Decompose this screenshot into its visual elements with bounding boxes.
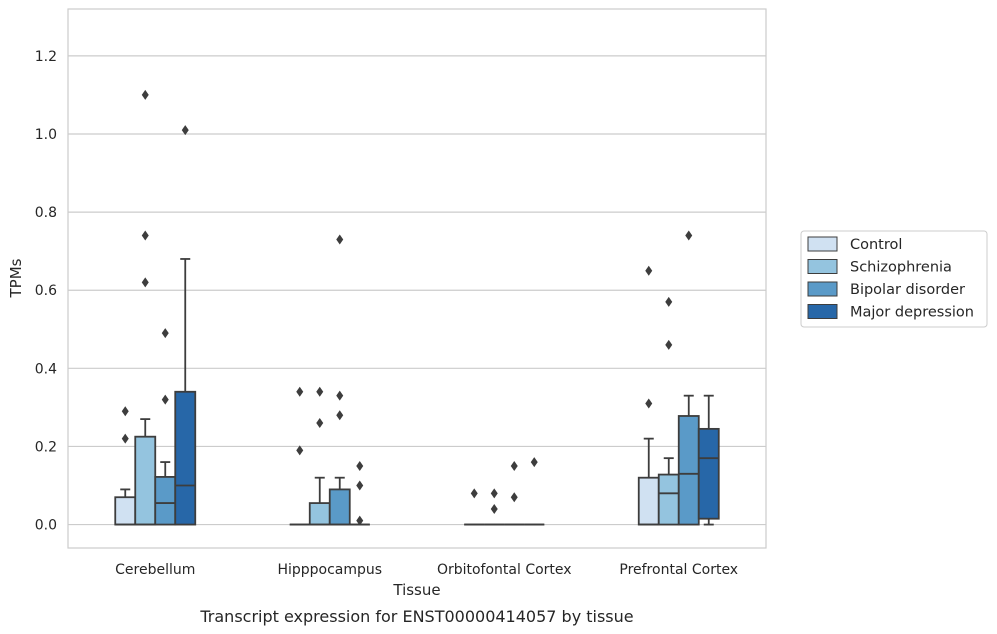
x-axis-ticks: Cerebellum Hipppocampus Orbitofontal Corte… — [115, 562, 738, 578]
legend-swatch — [807, 259, 838, 274]
series-schizophrenia — [134, 89, 680, 526]
outlier-point — [490, 503, 498, 514]
y-tick-label: 0.2 — [35, 439, 57, 455]
outlier-point — [510, 492, 518, 503]
box-cerebellum — [154, 328, 177, 526]
outlier-point — [141, 277, 149, 288]
box-prefrontal-cortex — [677, 230, 700, 526]
outlier-point — [141, 89, 149, 100]
outlier-point — [665, 296, 673, 307]
box-prefrontal-cortex — [697, 394, 720, 526]
outlier-point — [296, 445, 304, 456]
legend-swatch — [807, 236, 838, 252]
legend-label: Bipolar disorder — [850, 282, 965, 298]
legend-label: Schizophrenia — [850, 260, 952, 276]
series-control — [114, 265, 660, 526]
x-axis-title: Tissue — [392, 581, 440, 599]
box-prefrontal-cortex — [637, 265, 660, 526]
outlier-point — [336, 410, 344, 421]
box-orbitofontal-cortex — [524, 457, 545, 526]
y-tick-label: 0.4 — [35, 361, 57, 377]
box-body — [657, 473, 680, 526]
outlier-point — [490, 488, 498, 499]
series-bipolar-disorder — [154, 230, 700, 526]
box-hipppocampus — [308, 386, 331, 526]
outlier-point — [296, 386, 304, 397]
y-tick-label: 1.0 — [35, 127, 57, 143]
y-axis-title: TPMs — [7, 258, 25, 298]
legend-frame — [800, 230, 988, 328]
box-body — [134, 435, 157, 526]
outlier-point — [121, 406, 129, 417]
box-orbitofontal-cortex — [504, 460, 525, 526]
outlier-point — [161, 394, 169, 405]
outlier-point — [141, 230, 149, 241]
outlier-point — [316, 418, 324, 429]
y-tick-label: 0.0 — [35, 518, 57, 534]
series-major-depression — [174, 125, 720, 526]
outlier-point — [181, 125, 189, 136]
box-body — [114, 496, 137, 526]
box-cerebellum — [114, 406, 137, 526]
box-hipppocampus — [328, 234, 351, 526]
y-tick-label: 1.2 — [35, 49, 57, 65]
y-axis-ticks: 0.0 0.2 0.4 0.6 0.8 1.0 1.2 — [35, 49, 57, 534]
legend-label: Control — [850, 237, 902, 253]
x-tick-label: Prefrontal Cortex — [619, 562, 738, 578]
outlier-point — [356, 460, 364, 471]
legend-item: Schizophrenia — [807, 259, 952, 276]
legend-item: Bipolar disorder — [807, 281, 965, 298]
legend-swatch — [807, 304, 838, 319]
outlier-point — [316, 386, 324, 397]
legend-item: Major depression — [807, 304, 974, 321]
box-body — [154, 476, 177, 526]
legend-swatch — [807, 281, 838, 297]
outlier-point — [121, 433, 129, 444]
box-body — [697, 427, 720, 520]
box-hipppocampus — [349, 460, 370, 526]
box-orbitofontal-cortex — [464, 488, 485, 526]
plot-area-frame — [67, 8, 767, 549]
box-body — [637, 476, 660, 526]
box-hipppocampus — [289, 386, 310, 526]
outlier-point — [685, 230, 693, 241]
outlier-point — [336, 390, 344, 401]
box-orbitofontal-cortex — [484, 488, 505, 526]
x-tick-label: Orbitofontal Cortex — [437, 562, 572, 578]
legend-item: Control — [807, 236, 902, 253]
outlier-point — [645, 265, 653, 276]
legend-label: Major depression — [850, 305, 974, 321]
outlier-point — [530, 457, 538, 468]
outlier-point — [336, 234, 344, 245]
box-body — [174, 390, 197, 526]
legend: Control Schizophrenia Bipolar disorder Majo… — [800, 230, 988, 328]
box-cerebellum — [134, 89, 157, 526]
outlier-point — [356, 515, 364, 526]
outlier-point — [645, 398, 653, 409]
outlier-point — [356, 480, 364, 491]
outlier-point — [510, 460, 518, 471]
grid-lines — [68, 55, 766, 526]
box-body — [308, 502, 331, 526]
box-prefrontal-cortex — [657, 296, 680, 526]
outlier-point — [665, 339, 673, 350]
outlier-point — [161, 328, 169, 339]
box-series — [114, 89, 720, 526]
box-cerebellum — [174, 125, 197, 526]
y-tick-label: 0.8 — [35, 205, 57, 221]
y-tick-label: 0.6 — [35, 283, 57, 299]
outlier-point — [470, 488, 478, 499]
box-body — [328, 488, 351, 526]
chart-caption: Transcript expression for ENST0000041405… — [199, 607, 633, 626]
x-tick-label: Hipppocampus — [277, 562, 382, 578]
x-tick-label: Cerebellum — [115, 562, 195, 578]
box-body — [677, 415, 700, 526]
